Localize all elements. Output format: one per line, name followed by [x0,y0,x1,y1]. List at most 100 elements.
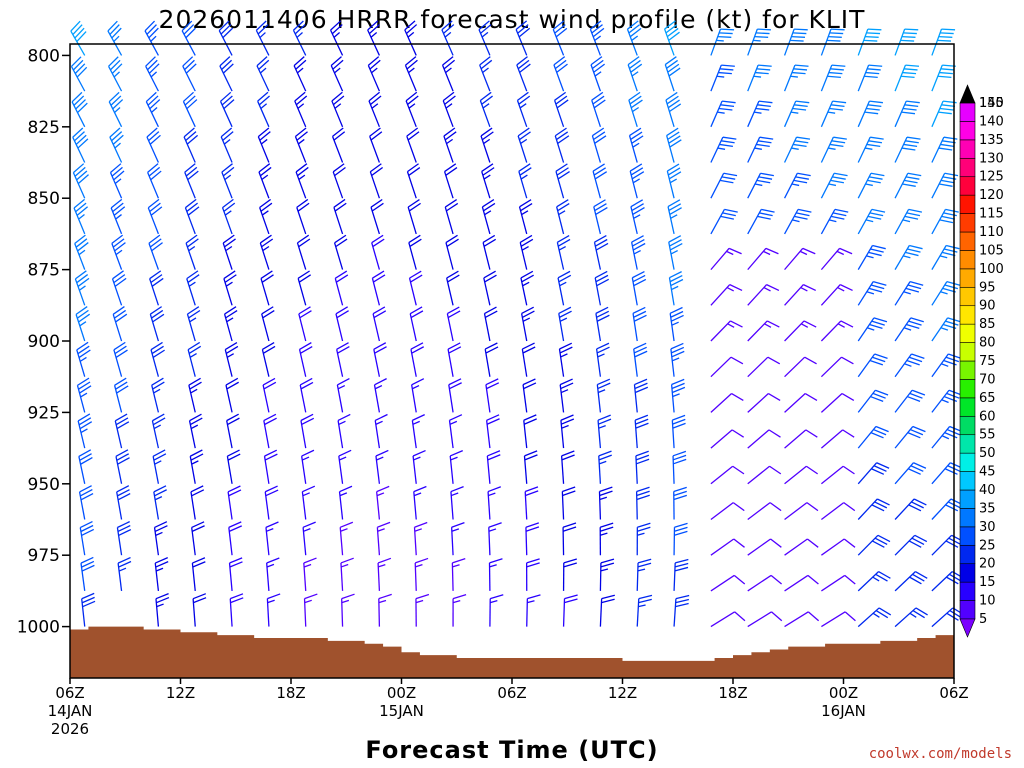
wind-barb [294,127,308,163]
wind-barb [333,234,348,270]
wind-barb [449,450,463,484]
wind-barb [72,127,89,163]
colorbar-cell [959,323,976,343]
wind-barb [560,450,575,484]
wind-barb [338,485,353,520]
wind-barb [371,270,386,306]
wind-barb [296,198,310,235]
wind-barb [371,234,385,270]
wind-barb [553,91,569,128]
wind-barb [560,414,575,449]
wind-barb [821,538,856,556]
colorbar-cell [959,342,976,362]
wind-barb [221,163,235,199]
wind-barb [483,306,498,342]
wind-barb [747,284,780,306]
colorbar-cell [959,268,976,288]
wind-barb [303,557,317,591]
wind-barb [407,198,421,235]
wind-barb [784,247,816,271]
wind-barb [441,20,455,56]
wind-barb [857,462,890,485]
wind-barb [894,462,927,485]
wind-barb [191,521,205,556]
wind-barb [894,64,920,92]
wind-barb [109,127,124,163]
wind-barb [747,465,782,485]
x-tick-label: 00Z [829,684,858,702]
colorbar-label: 130 [979,151,1004,166]
wind-barb [710,356,744,378]
wind-barb [747,172,774,199]
wind-barb [182,56,197,92]
wind-barb [443,163,458,199]
wind-barb [115,449,130,484]
wind-barb [710,392,744,413]
wind-barb [562,522,577,556]
wind-barb [558,342,573,377]
wind-barb [710,284,743,306]
wind-barb [80,556,95,591]
colorbar-label: 55 [979,428,996,443]
wind-barb [894,498,927,520]
wind-barb [783,172,811,199]
wind-barb [894,172,922,199]
wind-barb [633,378,649,413]
wind-barb [931,28,956,56]
x-tick-label: 18Z [718,684,747,702]
wind-barb [710,465,745,485]
wind-barb [223,306,238,342]
colorbar-label: 140 [979,114,1004,129]
x-tick-label: 06Z [939,684,968,702]
wind-barb [452,593,467,627]
wind-barb [481,163,495,199]
wind-barb [333,198,347,235]
wind-barb [409,306,424,342]
wind-barb [820,465,855,485]
wind-barb [298,306,312,342]
wind-barb [590,56,606,92]
y-tick-label: 850 [28,189,60,209]
wind-barb [784,574,819,592]
colorbar-label: 20 [979,557,996,572]
wind-barb [594,270,610,306]
x-tick-label: 15JAN [379,702,424,720]
colorbar-high-arrow [959,84,976,104]
wind-barb [71,91,88,128]
colorbar-label: 5 [979,612,987,627]
wind-barb [784,320,817,342]
wind-barb [218,20,234,56]
colorbar-cell [959,102,976,122]
wind-barb [112,306,128,342]
wind-barb [820,100,847,128]
wind-barb [367,56,381,92]
wind-barb [189,449,204,484]
wind-barb [257,127,271,163]
wind-barb [184,163,199,199]
wind-barb [149,270,164,306]
y-tick-label: 875 [28,261,60,281]
wind-barb [554,127,570,163]
wind-barb [520,270,534,306]
wind-barb [894,317,924,342]
wind-barb [443,127,457,163]
wind-barb [632,306,647,342]
wind-barb [293,56,307,92]
wind-barb [672,450,687,484]
wind-barb [262,377,277,413]
colorbar-label: 65 [979,391,996,406]
wind-barb [225,377,239,413]
x-tick-label: 00Z [387,684,416,702]
wind-barb [152,449,167,484]
wind-barb [857,244,886,270]
colorbar-label: 100 [979,262,1004,277]
wind-barb [479,56,493,92]
wind-barb [446,270,460,306]
wind-barb [110,198,126,235]
wind-barb [635,450,650,484]
wind-barb [783,100,810,128]
wind-barb [710,136,737,163]
wind-barb [784,392,818,413]
colorbar-label: 10 [979,594,996,609]
wind-barb [518,199,533,235]
